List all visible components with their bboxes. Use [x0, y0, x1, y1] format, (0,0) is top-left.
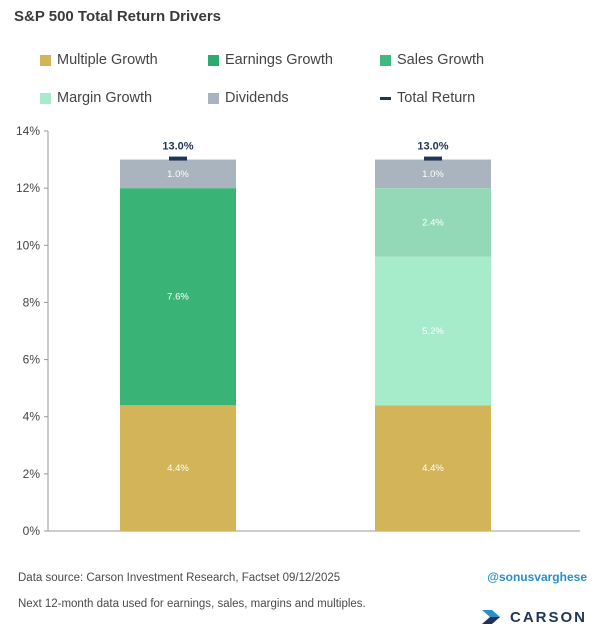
total-return-label: 13.0% — [162, 141, 193, 153]
stacked-bar-chart: 0% 2% 4% 6% 8% 10% 12% 14% 4.4% 7.6% 1.0% 13.0% 4.4%… — [16, 124, 580, 538]
methodology-note: Next 12-month data used for earnings, sa… — [18, 598, 366, 610]
y-tick-label: 8% — [23, 295, 41, 309]
total-return-marker — [169, 156, 187, 161]
legend-label-margin-growth: Margin Growth — [57, 90, 153, 106]
legend-item-multiple-growth: Multiple Growth — [40, 52, 158, 68]
legend-row-2: Margin Growth Dividends Total Return — [0, 90, 601, 112]
y-tick-label: 10% — [16, 238, 40, 252]
bar-segment-earnings-growth — [120, 188, 236, 406]
y-tick-label: 0% — [23, 524, 41, 538]
legend-item-sales-growth: Sales Growth — [380, 52, 484, 68]
y-tick-label: 14% — [16, 124, 40, 138]
legend-label-total-return: Total Return — [397, 90, 476, 106]
legend-label-earnings-growth: Earnings Growth — [225, 52, 333, 68]
legend-item-total-return: Total Return — [380, 90, 475, 106]
y-tick-label: 4% — [23, 410, 41, 424]
legend-label-dividends: Dividends — [225, 90, 289, 106]
bar-segment-sales-growth — [375, 256, 491, 406]
total-return-marker — [424, 156, 442, 161]
data-label: 2.4% — [422, 217, 444, 228]
bar-segment-dividends — [375, 159, 491, 189]
legend-swatch-dividends — [208, 92, 219, 104]
data-label: 1.0% — [422, 169, 444, 180]
data-label: 7.6% — [167, 292, 189, 303]
legend-swatch-earnings-growth — [208, 54, 219, 66]
chart-title: S&P 500 Total Return Drivers — [14, 8, 222, 25]
bar-segment-multiple-growth — [120, 405, 236, 531]
legend-swatch-multiple-growth — [40, 54, 51, 66]
legend-item-margin-growth: Margin Growth — [40, 90, 152, 106]
legend-swatch-total-return — [380, 96, 391, 100]
legend-swatch-margin-growth — [40, 92, 51, 104]
legend-item-dividends: Dividends — [208, 90, 289, 106]
legend-row-1: Multiple Growth Earnings Growth Sales Gr… — [0, 52, 601, 74]
data-label: 1.0% — [167, 169, 189, 180]
bar-segment-multiple-growth — [375, 405, 491, 531]
data-label: 4.4% — [167, 463, 189, 474]
legend-label-multiple-growth: Multiple Growth — [57, 52, 158, 68]
bar-segment-margin-growth — [375, 188, 491, 257]
y-tick-label: 2% — [23, 467, 41, 481]
carson-logo-icon — [480, 606, 502, 628]
legend-label-sales-growth: Sales Growth — [397, 52, 485, 68]
data-label: 4.4% — [422, 463, 444, 474]
data-source-note: Data source: Carson Investment Research,… — [18, 572, 341, 584]
data-label: 5.2% — [422, 326, 444, 337]
y-tick-label: 6% — [23, 353, 41, 367]
total-return-label: 13.0% — [417, 141, 448, 153]
carson-logo-text: CARSON — [509, 608, 587, 626]
y-tick-label: 12% — [16, 181, 40, 195]
bar-segment-dividends — [120, 159, 236, 189]
author-handle: @sonusvarghese — [487, 570, 587, 584]
legend-swatch-sales-growth — [380, 54, 391, 66]
carson-logo: CARSON — [480, 606, 587, 628]
legend-item-earnings-growth: Earnings Growth — [208, 52, 333, 68]
